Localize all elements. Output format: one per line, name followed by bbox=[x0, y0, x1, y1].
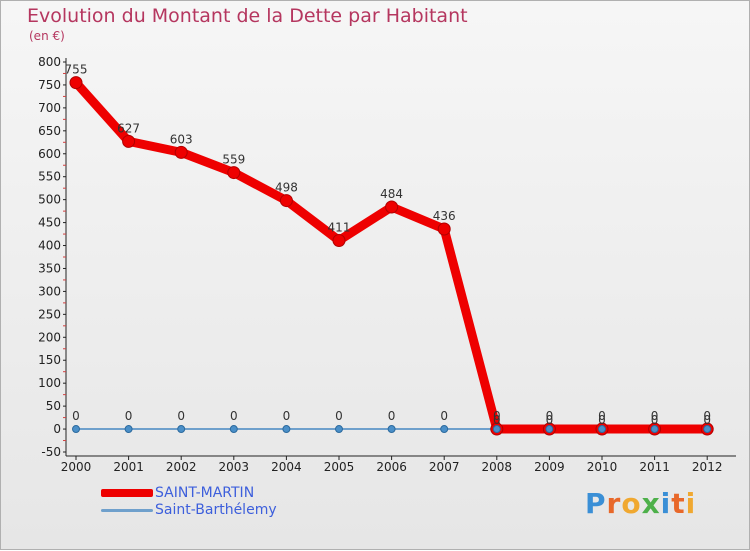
logo-letter: x bbox=[641, 487, 661, 520]
x-tick-label: 2008 bbox=[482, 460, 513, 474]
logo-letter: t bbox=[671, 487, 686, 520]
y-tick-label: 400 bbox=[38, 239, 61, 253]
data-point-saint-martin bbox=[279, 194, 293, 208]
logo-letter: o bbox=[621, 487, 642, 520]
data-label-saint-martin: 0 bbox=[598, 409, 606, 423]
data-label-saint-barthelemy: 0 bbox=[703, 413, 711, 427]
data-label-saint-barthelemy: 0 bbox=[598, 413, 606, 427]
data-label-saint-martin: 498 bbox=[275, 181, 298, 195]
logo-letter: r bbox=[606, 487, 622, 520]
x-tick-label: 2000 bbox=[61, 460, 92, 474]
data-label-saint-barthelemy: 0 bbox=[546, 413, 554, 427]
data-point-saint-martin bbox=[437, 222, 451, 236]
data-point-saint-martin bbox=[122, 134, 136, 148]
data-label-saint-barthelemy: 0 bbox=[72, 409, 80, 423]
x-tick-label: 2004 bbox=[271, 460, 302, 474]
data-point-saint-barthelemy bbox=[335, 425, 343, 434]
data-label-saint-martin: 603 bbox=[170, 132, 193, 146]
data-point-overlap bbox=[703, 425, 712, 434]
data-label-saint-martin: 0 bbox=[493, 409, 501, 423]
data-label-saint-martin: 0 bbox=[651, 409, 659, 423]
y-tick-label: 200 bbox=[38, 330, 61, 344]
data-label-saint-martin: 484 bbox=[380, 187, 403, 201]
legend-label-saint-martin: SAINT-MARTIN bbox=[155, 485, 255, 501]
data-label-saint-barthelemy: 0 bbox=[651, 413, 659, 427]
y-tick-label: 50 bbox=[46, 399, 61, 413]
x-tick-label: 2010 bbox=[587, 460, 618, 474]
x-tick-label: 2001 bbox=[113, 460, 144, 474]
y-tick-label: 800 bbox=[38, 55, 61, 69]
data-label-saint-martin: 0 bbox=[546, 409, 554, 423]
logo-letter: P bbox=[585, 487, 607, 520]
y-tick-label: 250 bbox=[38, 307, 61, 321]
data-label-saint-barthelemy: 0 bbox=[388, 409, 396, 423]
logo-letter: i bbox=[660, 487, 672, 520]
legend-label-saint-barthelemy: Saint-Barthélemy bbox=[155, 502, 277, 518]
x-tick-label: 2005 bbox=[324, 460, 355, 474]
legend-swatch-saint-barthelemy bbox=[101, 509, 153, 512]
logo-letter: i bbox=[685, 487, 697, 520]
data-label-saint-martin: 0 bbox=[703, 409, 711, 423]
y-tick-label: 500 bbox=[38, 193, 61, 207]
data-label-saint-martin: 755 bbox=[65, 63, 88, 77]
legend-swatch-saint-martin bbox=[101, 489, 153, 497]
data-label-saint-barthelemy: 0 bbox=[125, 409, 133, 423]
y-tick-label: 100 bbox=[38, 376, 61, 390]
data-point-overlap bbox=[492, 425, 501, 434]
y-tick-label: -50 bbox=[41, 445, 61, 459]
y-tick-label: 0 bbox=[53, 422, 61, 436]
y-tick-label: 450 bbox=[38, 216, 61, 230]
x-tick-label: 2007 bbox=[429, 460, 460, 474]
data-point-saint-barthelemy bbox=[72, 425, 80, 434]
data-point-saint-barthelemy bbox=[387, 425, 396, 434]
x-tick-label: 2009 bbox=[534, 460, 565, 474]
y-tick-label: 300 bbox=[38, 284, 61, 298]
y-tick-label: 350 bbox=[38, 261, 61, 275]
y-tick-label: 700 bbox=[38, 101, 61, 115]
y-tick-label: 150 bbox=[38, 353, 61, 367]
proxiti-logo: Proxiti bbox=[585, 487, 696, 520]
data-point-saint-barthelemy bbox=[177, 425, 186, 434]
data-point-overlap bbox=[598, 425, 606, 434]
data-label-saint-martin: 627 bbox=[117, 121, 140, 135]
y-tick-label: 600 bbox=[38, 147, 61, 161]
data-point-saint-martin bbox=[385, 200, 399, 214]
data-label-saint-barthelemy: 0 bbox=[283, 409, 291, 423]
data-point-saint-martin bbox=[69, 76, 83, 90]
chart-title: Evolution du Montant de la Dette par Hab… bbox=[27, 5, 468, 27]
x-tick-label: 2002 bbox=[166, 460, 197, 474]
x-tick-label: 2003 bbox=[219, 460, 250, 474]
data-label-saint-martin: 436 bbox=[433, 209, 456, 223]
x-tick-label: 2006 bbox=[376, 460, 407, 474]
data-label-saint-barthelemy: 0 bbox=[177, 409, 185, 423]
x-tick-label: 2011 bbox=[639, 460, 670, 474]
data-label-saint-martin: 411 bbox=[328, 220, 351, 234]
data-point-saint-barthelemy bbox=[229, 425, 238, 434]
data-label-saint-barthelemy: 0 bbox=[493, 413, 501, 427]
data-point-saint-martin bbox=[332, 233, 346, 247]
chart-unit: (en €) bbox=[29, 29, 65, 43]
y-tick-label: 550 bbox=[38, 170, 61, 184]
data-point-saint-barthelemy bbox=[440, 425, 449, 434]
y-tick-label: 650 bbox=[38, 124, 61, 138]
data-label-saint-barthelemy: 0 bbox=[440, 409, 448, 423]
data-label-saint-barthelemy: 0 bbox=[230, 409, 238, 423]
data-point-saint-barthelemy bbox=[282, 425, 291, 434]
y-tick-label: 750 bbox=[38, 78, 61, 92]
data-point-saint-barthelemy bbox=[124, 425, 133, 434]
data-point-overlap bbox=[650, 425, 659, 434]
data-point-saint-martin bbox=[227, 166, 241, 180]
data-point-saint-martin bbox=[174, 145, 188, 159]
x-tick-label: 2012 bbox=[692, 460, 723, 474]
data-label-saint-martin: 559 bbox=[222, 153, 245, 167]
data-point-overlap bbox=[545, 425, 554, 434]
data-label-saint-barthelemy: 0 bbox=[335, 409, 343, 423]
